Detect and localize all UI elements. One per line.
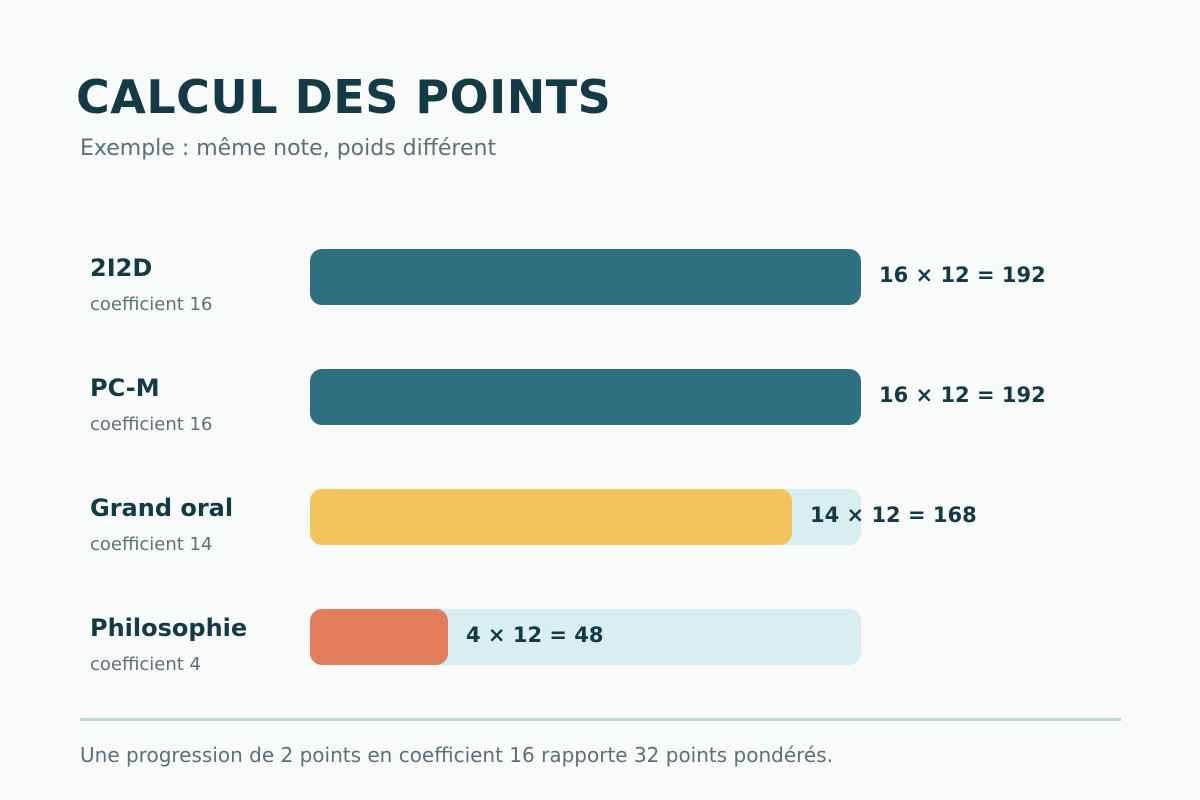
bar-row: Grand oral coefficient 14 14 × 12 = 168 xyxy=(0,489,1200,594)
data-label: 16 × 12 = 192 xyxy=(879,263,1046,287)
bar-row: PC-M coefficient 16 16 × 12 = 192 xyxy=(0,369,1200,474)
bar xyxy=(310,489,792,545)
footer-note: Une progression de 2 points en coefficie… xyxy=(80,743,834,767)
coefficient-label: coefficient 4 xyxy=(90,654,201,675)
bar-row: 2I2D coefficient 16 16 × 12 = 192 xyxy=(0,249,1200,354)
coefficient-label: coefficient 16 xyxy=(90,294,213,315)
bar xyxy=(310,609,448,665)
data-label: 14 × 12 = 168 xyxy=(810,503,977,527)
bar xyxy=(310,249,861,305)
coefficient-label: coefficient 14 xyxy=(90,534,213,555)
bar xyxy=(310,369,861,425)
chart-title: CALCUL DES POINTS xyxy=(76,70,612,124)
bar-track xyxy=(310,249,861,305)
divider xyxy=(80,718,1121,721)
bar-track xyxy=(310,489,861,545)
data-label: 16 × 12 = 192 xyxy=(879,383,1046,407)
category-label: Grand oral xyxy=(90,494,234,522)
bar-track xyxy=(310,369,861,425)
category-label: PC-M xyxy=(90,374,160,402)
coefficient-label: coefficient 16 xyxy=(90,414,213,435)
category-label: Philosophie xyxy=(90,614,248,642)
category-label: 2I2D xyxy=(90,254,153,282)
chart-subtitle: Exemple : même note, poids différent xyxy=(80,136,497,161)
data-label: 4 × 12 = 48 xyxy=(466,623,604,647)
bar-row: Philosophie coefficient 4 4 × 12 = 48 xyxy=(0,609,1200,714)
bar-track xyxy=(310,609,861,665)
